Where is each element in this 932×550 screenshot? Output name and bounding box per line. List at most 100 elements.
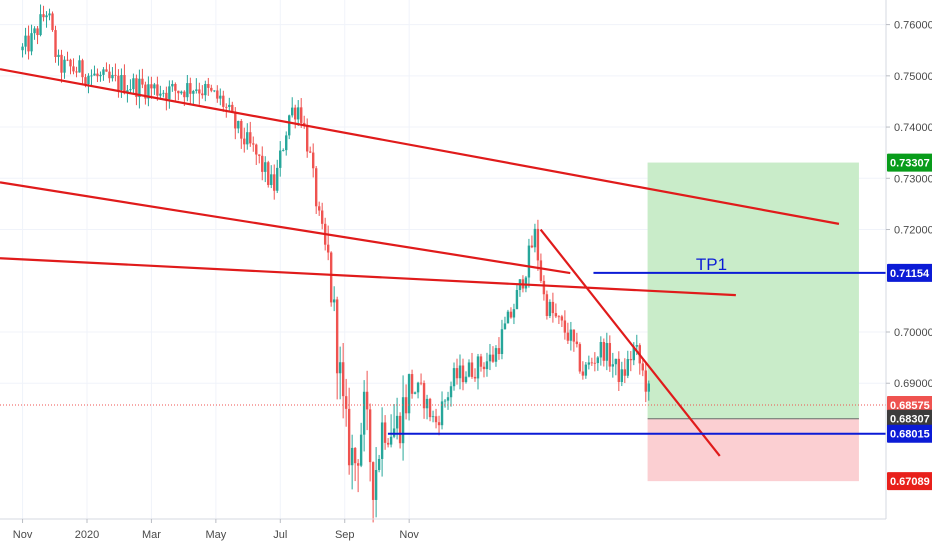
price-badge [887, 396, 932, 415]
candle-body [476, 356, 480, 379]
trend-line [539, 228, 721, 457]
x-tick-label: Mar [142, 529, 161, 541]
candle-body [332, 299, 336, 303]
candle-body [285, 135, 288, 151]
trend-line [0, 257, 736, 297]
candle-body [159, 93, 162, 96]
candle-body [63, 59, 66, 73]
candle-body [120, 75, 123, 90]
candle-body [111, 74, 114, 79]
candle-body [635, 345, 638, 347]
candle-body [300, 107, 303, 123]
candle-body [96, 73, 99, 77]
y-tick-label: 0.72000 [894, 225, 932, 237]
candle-body [491, 354, 495, 362]
candle-body [297, 107, 300, 120]
candle-body [455, 368, 459, 379]
candle-body [416, 382, 420, 393]
candle-body [404, 397, 408, 414]
candle-body [473, 376, 477, 379]
candle-body [467, 362, 471, 377]
candle-body [249, 132, 252, 144]
y-tick-label: 0.76000 [894, 20, 932, 32]
y-tick-label: 0.75000 [894, 71, 932, 83]
candle-body [270, 174, 273, 185]
candle-body [482, 366, 486, 370]
candle-body [536, 228, 540, 261]
candle-body [335, 299, 339, 374]
candle-body [186, 83, 189, 98]
candle-body [380, 422, 384, 459]
candle-body [201, 93, 204, 96]
candle-body [117, 75, 120, 90]
candle-body [401, 397, 405, 444]
candle-body [57, 54, 60, 57]
candle-body [237, 121, 240, 129]
candle-body [596, 357, 600, 364]
candle-body [551, 301, 555, 314]
candle-body [353, 447, 357, 464]
candle-body [425, 398, 429, 409]
candle-body [207, 83, 210, 88]
candle-body [108, 71, 111, 79]
candle-body [395, 415, 399, 429]
candle-body [183, 91, 186, 98]
price-badges: 0.73307 0.71154 0.68575 0.68307 0.68015 0.670… [887, 153, 932, 491]
candle-body [246, 132, 249, 145]
candle-body [189, 83, 192, 94]
candle-body [626, 359, 630, 376]
candle-body [641, 363, 644, 371]
candle-body [368, 409, 372, 463]
x-tick-label: Sep [335, 529, 355, 541]
candle-body [90, 75, 93, 77]
candle-body [222, 95, 225, 107]
candle-body [359, 434, 363, 466]
candle-body [386, 442, 390, 445]
candle-body [39, 14, 42, 36]
candle-body [581, 371, 585, 376]
candle-body [428, 398, 432, 418]
candle-body [350, 447, 354, 466]
candle-body [240, 121, 243, 139]
candle-body [279, 150, 282, 168]
candle-body [165, 92, 168, 100]
candle-body [288, 115, 291, 136]
tp1-label: TP1 [696, 255, 727, 274]
candle-body [150, 84, 153, 89]
candle-body [141, 78, 144, 85]
candle-body [123, 75, 126, 94]
candle-body [255, 144, 258, 155]
candle-body [341, 362, 345, 397]
candle-body [365, 391, 369, 410]
candle-body [75, 71, 78, 73]
candle-body [446, 397, 450, 401]
candle-body [243, 138, 246, 145]
candle-body [506, 311, 510, 324]
drawn-lines[interactable]: TP1 [0, 68, 886, 457]
candle-body [210, 87, 213, 91]
candle-body [36, 28, 39, 36]
candle-body [258, 154, 261, 156]
candle-body [611, 364, 615, 367]
candle-body [320, 210, 324, 224]
price-badge-label: 0.68307 [890, 414, 930, 426]
candle-body [512, 309, 516, 318]
axes: 0.76000 0.75000 0.74000 0.73000 0.72000 0.700… [13, 20, 932, 541]
candle-body [54, 30, 57, 57]
candle-body [371, 462, 375, 500]
price-badge-label: 0.67089 [890, 476, 930, 488]
price-badge-label: 0.73307 [890, 158, 930, 170]
candle-body [231, 104, 234, 112]
candle-body [153, 84, 156, 89]
candle-body [303, 122, 306, 126]
candle-body [374, 470, 378, 500]
candle-body [204, 83, 207, 96]
candle-body [584, 364, 588, 376]
candle-body [168, 86, 171, 100]
x-tick-label: Nov [399, 529, 419, 541]
candle-body [102, 69, 105, 75]
candle-body [434, 416, 438, 423]
x-tick-label: 2020 [75, 529, 99, 541]
candle-body [276, 167, 279, 191]
